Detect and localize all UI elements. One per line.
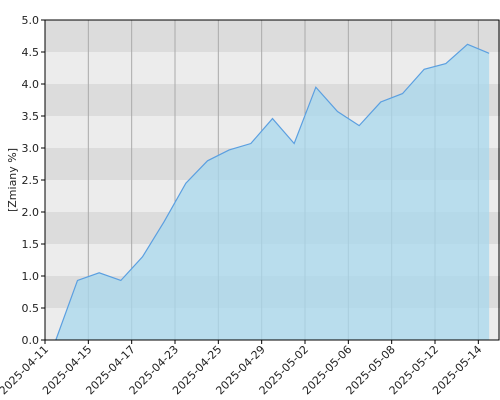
grid-band [45, 20, 500, 52]
y-tick-label: 1.0 [22, 270, 40, 283]
y-tick-label: 4.5 [22, 46, 40, 59]
y-tick-label: 3.5 [22, 110, 40, 123]
y-axis-label: [Zmiany %] [6, 148, 19, 212]
area-fill [55, 44, 490, 340]
y-tick-label: 1.5 [22, 238, 40, 251]
y-tick-label: 0.5 [22, 302, 40, 315]
y-tick-label: 4.0 [22, 78, 40, 91]
plot-frame [44, 19, 500, 341]
y-tick-label: 3.0 [22, 142, 40, 155]
y-tick-label: 2.0 [22, 206, 40, 219]
y-tick-label: 2.5 [22, 174, 40, 187]
line [55, 43, 490, 341]
y-tick-label: 0.0 [22, 334, 40, 347]
y-tick-label: 5.0 [22, 14, 40, 27]
